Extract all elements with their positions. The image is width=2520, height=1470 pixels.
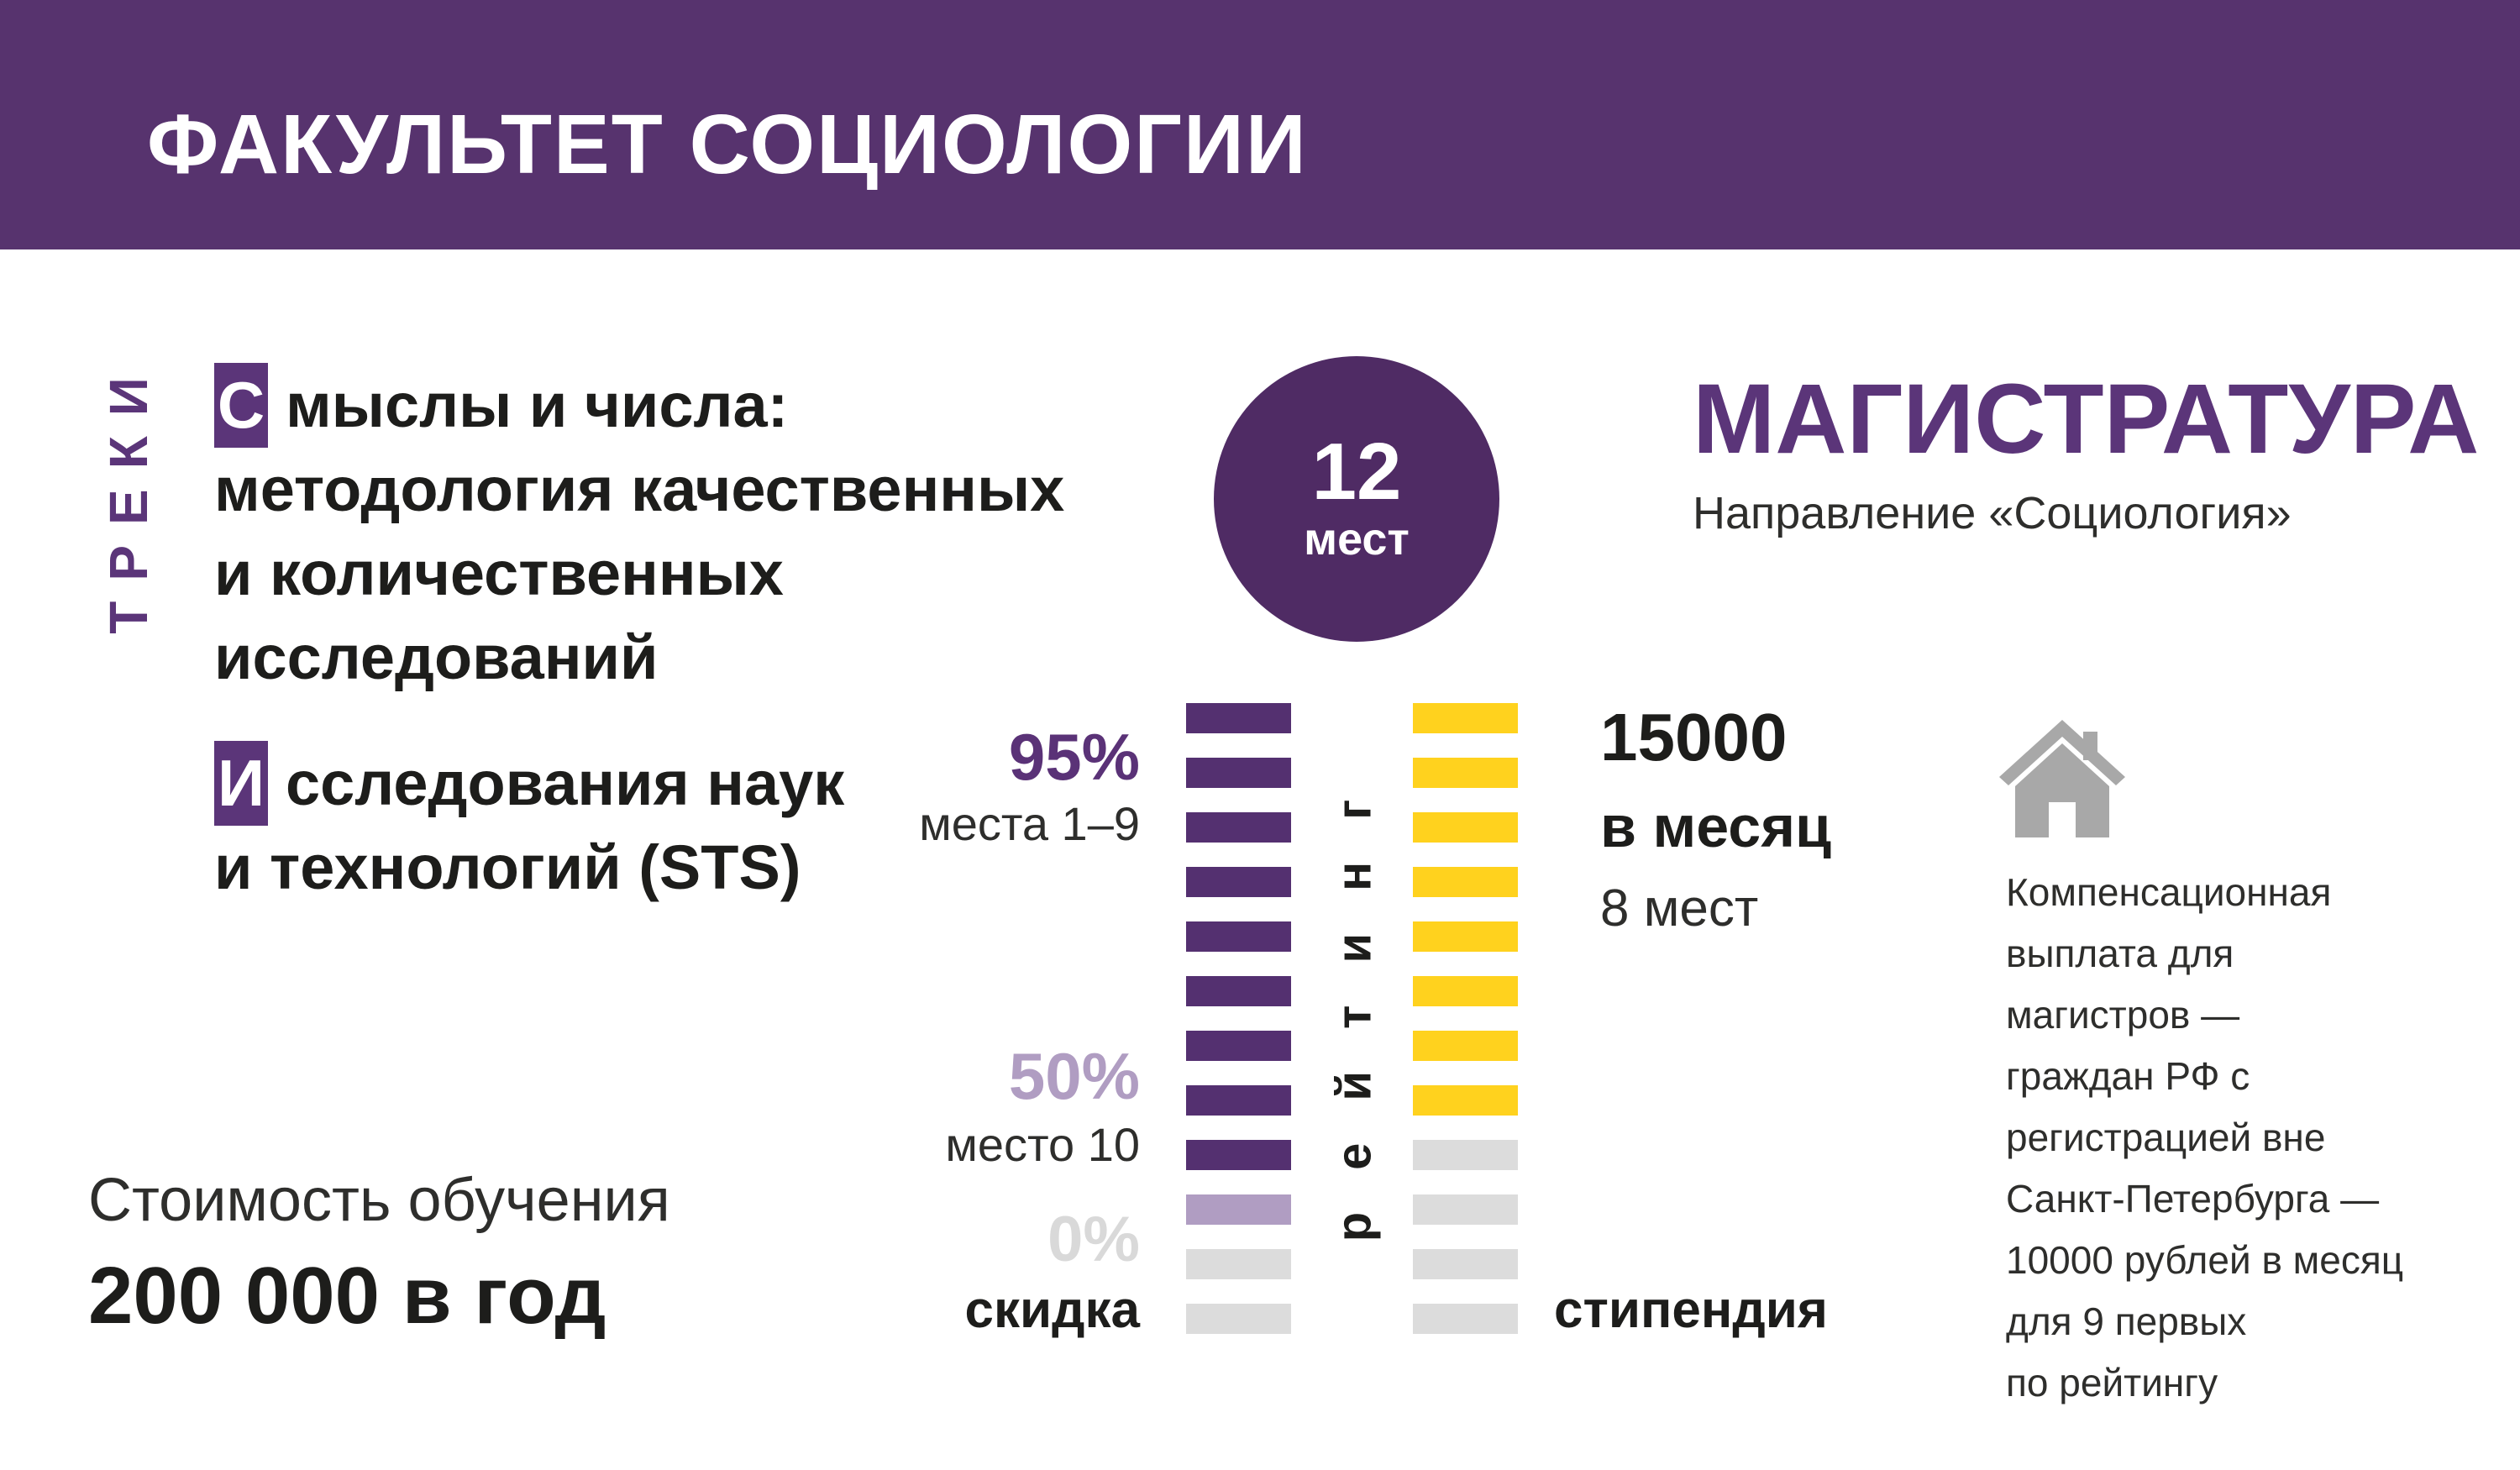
scholarship-bar [1413,1304,1518,1334]
discount-bar [1186,812,1291,843]
track-1-title-lines: методология качественных и количественны… [214,448,1064,700]
discount-bar [1186,867,1291,897]
compensation-line: для 9 первых [2006,1299,2247,1343]
discount-95-label: места 1–9 [919,797,1140,850]
track-1-initial-box: С [214,363,268,448]
scholarship-bar [1413,921,1518,952]
tuition-label: Стоимость обучения [88,1167,670,1234]
track-1-title-first-line: мыслы и числа: [286,363,788,448]
discount-bar [1186,1031,1291,1061]
compensation-line: магистров — [2006,993,2240,1037]
scholarship-period: в месяц [1600,794,1832,859]
compensation-line: Компенсационная [2006,870,2332,914]
seats-badge-unit: мест [1304,514,1410,564]
seats-badge-number: 12 [1311,427,1402,517]
tuition-value: 200 000 в год [88,1251,606,1341]
track-2-title-text: сследования наук [286,748,845,818]
scholarship-bar [1413,976,1518,1006]
scholarship-bar [1413,758,1518,788]
header-bar: ФАКУЛЬТЕТ СОЦИОЛОГИИ [0,0,2520,249]
house-door [2049,802,2076,837]
scholarship-axis-label: стипендия [1554,1281,1828,1339]
track-2-initial-letter: И [217,746,265,820]
track-2-line: и технологий (STS) [214,832,801,902]
house-body [2015,743,2109,837]
discount-bar [1186,1304,1291,1334]
compensation-line: по рейтингу [2006,1361,2218,1404]
house-roof [1999,720,2125,785]
program-degree-title: МАГИСТРАТУРА [1693,364,2480,475]
discount-50-value: 50% [1008,1039,1140,1113]
compensation-line: Санкт-Петербурга — [2006,1177,2380,1221]
track-1-title-text: мыслы и числа: [286,370,789,440]
house-icon [1999,720,2125,837]
compensation-line: выплата для [2006,932,2234,975]
rating-axis-label: рейтинг [1326,757,1382,1242]
discount-bar [1186,703,1291,733]
scholarship-seats: 8 мест [1600,879,1759,937]
discount-bar [1186,921,1291,952]
discount-bar [1186,1249,1291,1279]
compensation-note: Компенсационная выплата для магистров — … [2006,862,2403,1414]
track-2-title-first-line: сследования наук [286,741,844,826]
track-1-initial-letter: С [217,368,265,442]
discount-axis-label: скидка [964,1281,1141,1339]
tracks-vertical-label: ТРЕКИ [98,357,159,634]
discount-bar [1186,976,1291,1006]
scholarship-bar [1413,1085,1518,1116]
scholarship-bar [1413,703,1518,733]
track-2-title-lines: и технологий (STS) [214,826,801,910]
discount-bar [1186,1194,1291,1225]
compensation-line: регистрацией вне [2006,1116,2326,1159]
scholarship-bar [1413,1140,1518,1170]
compensation-line: 10000 рублей в месяц [2006,1238,2404,1282]
scholarship-bar [1413,812,1518,843]
discount-bars [1186,703,1291,1334]
scholarship-bar [1413,1194,1518,1225]
track-1-line: и количественных [214,538,784,608]
discount-bar [1186,758,1291,788]
track-1-line: методология качественных [214,454,1065,524]
scholarship-amount: 15000 [1600,700,1788,774]
seats-badge: 12 мест [1214,356,1499,642]
discount-0-value: 0% [1047,1204,1140,1275]
scholarship-bar [1413,867,1518,897]
discount-50-label: место 10 [945,1118,1140,1171]
discount-bar [1186,1140,1291,1170]
scholarship-bars [1413,703,1518,1334]
compensation-line: граждан РФ с [2006,1054,2250,1098]
track-2-initial-box: И [214,741,268,826]
scholarship-bar [1413,1249,1518,1279]
page-title: ФАКУЛЬТЕТ СОЦИОЛОГИИ [147,97,1308,192]
discount-95-value: 95% [1008,720,1140,794]
track-1-line: исследований [214,622,659,692]
discount-bar [1186,1085,1291,1116]
scholarship-bar [1413,1031,1518,1061]
program-direction-subtitle: Направление «Социология» [1693,488,2292,538]
